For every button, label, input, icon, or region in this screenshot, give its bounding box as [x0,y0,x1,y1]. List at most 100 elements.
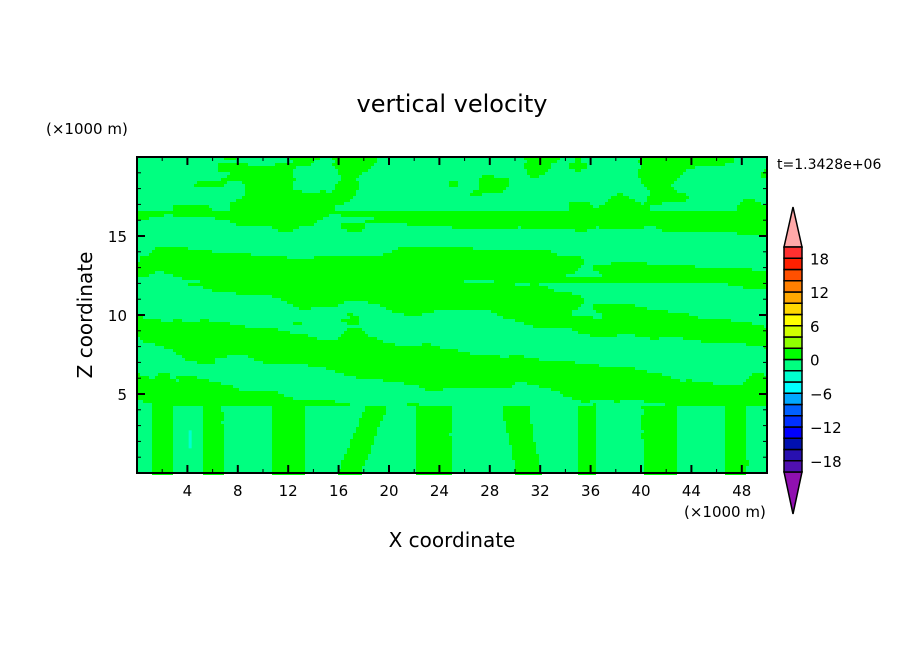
contour-cell [230,220,317,223]
contour-cell [152,421,173,424]
contour-cell [578,451,596,454]
contour-cell [515,469,539,472]
contour-cell [338,172,362,175]
contour-cell [593,403,596,406]
contour-cell [578,469,596,472]
contour-cell [641,406,677,409]
contour-cell [470,193,482,196]
contour-cell [638,175,680,178]
contour-cell [416,412,452,415]
contour-cell [452,226,518,229]
time-label: t=1.3428e+06 [777,157,881,173]
contour-cell [143,400,335,403]
contour-cell [503,418,530,421]
contour-cell [272,442,305,445]
contour-cell [416,406,452,409]
contour-cell [512,448,536,451]
contour-cell [272,226,299,229]
contour-cell [530,283,539,286]
contour-cell [203,436,224,439]
contour-cell [152,415,173,418]
contour-cell [725,442,746,445]
contour-cell [578,439,596,442]
contour-cell [581,400,590,403]
contour-cell [593,268,752,271]
contour-cell [203,424,224,427]
contour-cell [425,388,443,391]
contour-cell [272,406,305,409]
colorbar-tick-label: 12 [810,284,829,302]
contour-cell [416,433,449,436]
contour-cell [347,451,371,454]
colorbar-box [783,268,803,282]
contour-cell [503,412,530,415]
contour-cell [416,457,452,460]
y-tick-label: 5 [117,386,127,404]
contour-cell [644,454,677,457]
x-tick-label: 36 [581,482,600,500]
contour-cell [644,463,677,466]
contour-cell [173,349,458,352]
contour-cell [245,187,293,190]
contour-cell [569,208,650,211]
contour-cell [338,169,368,172]
axis-ticks [137,157,767,473]
contour-cell [416,439,452,442]
contour-cell [509,442,536,445]
x-tick-label: 16 [329,482,348,500]
contour-cell [725,457,746,460]
contour-cell [176,352,470,355]
contour-cell [272,451,305,454]
contour-cell [245,184,293,187]
contour-cell [359,424,380,427]
contour-cell [137,334,308,337]
contour-cell [725,463,749,466]
contour-cell [392,310,434,313]
contour-cell [203,442,224,445]
contour-cell [611,262,647,265]
contour-cell [641,415,677,418]
contour-cell [137,331,290,334]
contour-cell [272,463,305,466]
contour-cell [152,451,173,454]
contour-cell [347,448,371,451]
contour-cell [140,337,317,340]
contour-cell [416,460,452,463]
contour-cell [764,169,767,172]
contour-cell [197,361,215,364]
colorbar-box [783,291,803,304]
contour-cell [575,160,581,163]
contour-cell [761,172,767,175]
contour-cell [416,424,452,427]
contour-cell [590,334,617,337]
contour-cell [416,469,452,472]
contour-cell [416,409,452,412]
contour-cell [137,379,176,382]
contour-cell [635,334,767,337]
contour-cell [341,466,362,469]
contour-cell [368,301,584,304]
contour-cell [725,448,746,451]
colorbar-over-arrow [783,206,803,248]
contour-cell [644,466,677,469]
contour-cell [347,229,362,232]
contour-cell [416,451,452,454]
contour-cell [137,211,767,214]
contour-cell [725,424,746,427]
contour-cell [746,379,767,382]
x-tick-label: 4 [183,482,193,500]
contour-cell [578,445,596,448]
contour-cell [569,202,590,205]
colorbar-box [783,280,803,293]
contour-cell [230,205,335,208]
contour-cell [641,421,677,424]
contour-cell [179,379,209,382]
contour-cell [512,451,536,454]
contour-cell [578,415,596,418]
contour-cell [272,409,305,412]
contour-cell [641,436,677,439]
contour-cell [740,202,761,205]
contour-cell [203,445,224,448]
contour-cell [479,187,506,190]
contour-cell [152,409,173,412]
